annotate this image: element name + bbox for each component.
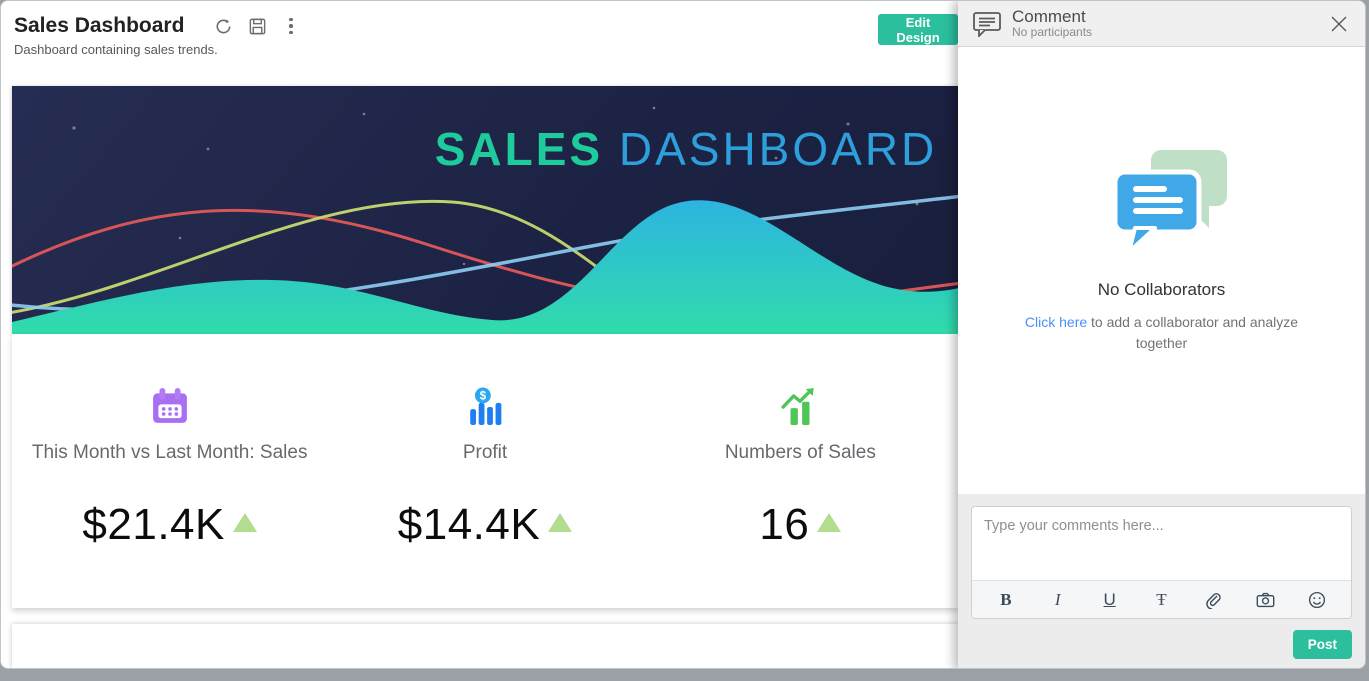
no-collaborators-description-text: to add a collaborator and analyze togeth… bbox=[1087, 313, 1299, 351]
italic-icon[interactable]: I bbox=[1054, 589, 1061, 609]
kpi-label: Numbers of Sales bbox=[724, 442, 876, 463]
trend-up-icon bbox=[548, 512, 573, 532]
comment-participants-status: No participants bbox=[1012, 25, 1093, 40]
more-options-icon[interactable] bbox=[281, 16, 301, 36]
banner-title: SALES DASHBOARD bbox=[12, 122, 1360, 176]
format-toolbar: B I U Ŧ bbox=[972, 580, 1351, 618]
sales-growth-icon bbox=[781, 388, 815, 425]
next-widget-card bbox=[12, 624, 958, 668]
emoji-icon[interactable] bbox=[1302, 585, 1332, 615]
kpi-month-vs-month-sales: This Month vs Last Month: Sales $21.4K bbox=[12, 334, 327, 608]
refresh-icon[interactable] bbox=[213, 16, 233, 36]
click-here-link[interactable]: Click here bbox=[1024, 313, 1088, 330]
calendar-icon bbox=[152, 388, 187, 423]
close-icon[interactable] bbox=[1327, 12, 1351, 36]
page-title: Sales Dashboard bbox=[14, 14, 185, 37]
comment-bubble-icon bbox=[973, 11, 1001, 37]
app-header: Sales Dashboard Dashboard containing sal… bbox=[1, 1, 958, 86]
kpi-value: $14.4K bbox=[397, 500, 541, 549]
save-icon[interactable] bbox=[247, 16, 267, 36]
profit-bars-dollar-icon: $ bbox=[470, 387, 502, 425]
page-subtitle: Dashboard containing sales trends. bbox=[14, 42, 218, 57]
comment-composer-area: B I U Ŧ bbox=[958, 494, 1365, 668]
kpi-label: Profit bbox=[462, 442, 508, 463]
comment-composer: B I U Ŧ bbox=[971, 506, 1352, 619]
banner-title-sales: SALES bbox=[434, 123, 604, 175]
trend-up-icon bbox=[817, 512, 842, 532]
post-button[interactable]: Post bbox=[1292, 630, 1352, 659]
edit-design-button[interactable]: Edit Design bbox=[878, 14, 958, 45]
kpi-value: 16 bbox=[759, 500, 810, 549]
comment-input[interactable] bbox=[972, 507, 1351, 580]
bold-icon[interactable]: B bbox=[1000, 589, 1012, 609]
comment-panel: Comment No participants bbox=[958, 1, 1365, 668]
kpi-label: This Month vs Last Month: Sales bbox=[31, 442, 308, 463]
banner-title-dashboard: DASHBOARD bbox=[603, 123, 938, 175]
comment-panel-header: Comment No participants bbox=[958, 1, 1365, 47]
trend-up-icon bbox=[232, 512, 257, 532]
no-collaborators-description: Click here to add a collaborator and ana… bbox=[1002, 312, 1322, 354]
comment-panel-title: Comment bbox=[1012, 6, 1086, 26]
kpi-profit: $ Profit $14.4K bbox=[327, 334, 642, 608]
underline-icon[interactable]: U bbox=[1103, 589, 1116, 609]
collaborators-bubbles-icon bbox=[1112, 149, 1227, 254]
kpi-card: This Month vs Last Month: Sales $21.4K $… bbox=[12, 334, 958, 608]
kpi-numbers-of-sales: Numbers of Sales 16 bbox=[643, 334, 958, 608]
camera-icon[interactable] bbox=[1250, 585, 1280, 615]
no-collaborators-title: No Collaborators bbox=[1097, 279, 1226, 299]
kpi-value: $21.4K bbox=[82, 500, 225, 549]
strikethrough-icon[interactable]: Ŧ bbox=[1156, 589, 1167, 609]
attachment-icon[interactable] bbox=[1198, 585, 1228, 615]
comment-panel-body: No Collaborators Click here to add a col… bbox=[958, 47, 1365, 494]
svg-text:$: $ bbox=[480, 390, 487, 403]
